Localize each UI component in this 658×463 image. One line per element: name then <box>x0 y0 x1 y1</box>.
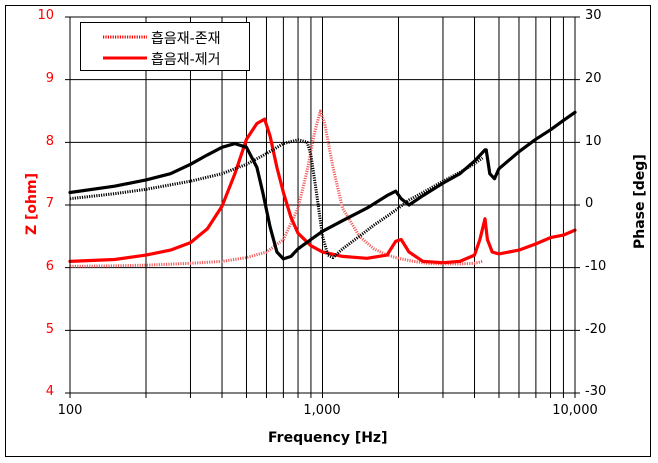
legend-item-removed: 흡음재-제거 <box>81 48 249 68</box>
series-line-2 <box>69 138 484 260</box>
y-left-tick: 5 <box>45 322 54 337</box>
legend-item-present: 흡음재-존재 <box>81 27 249 47</box>
series-lines <box>68 109 577 268</box>
x-tick: 100 <box>57 403 83 418</box>
y-right-tick: -20 <box>585 322 607 337</box>
plot-border <box>69 16 576 394</box>
x-tick: 10,000 <box>552 403 598 418</box>
y-left-tick: 6 <box>45 259 54 274</box>
y-right-tick: 10 <box>585 134 602 149</box>
x-tick: 1,000 <box>303 403 341 418</box>
y-left-tick: 4 <box>45 384 54 399</box>
y-right-tick: 20 <box>585 71 602 86</box>
series-line-1 <box>68 117 577 265</box>
y-right-tick: -10 <box>585 259 607 274</box>
legend-label: 흡음재-존재 <box>151 31 221 47</box>
legend: 흡음재-존재 흡음재-제거 <box>80 22 250 71</box>
legend-label: 흡음재-제거 <box>151 52 221 68</box>
gridlines <box>65 16 580 398</box>
y-left-tick: 9 <box>45 71 54 86</box>
chart-frame <box>5 5 651 457</box>
y-right-tick: -30 <box>585 384 607 399</box>
y-left-tick: 10 <box>37 8 54 23</box>
x-axis-title: Frequency [Hz] <box>268 430 388 446</box>
y-left-axis-title: Z [ohm] <box>24 173 40 235</box>
legend-swatch-solid <box>103 56 147 60</box>
y-right-tick: 0 <box>585 196 594 211</box>
y-right-axis-title: Phase [deg] <box>632 154 648 249</box>
y-left-tick: 8 <box>45 134 54 149</box>
legend-swatch-dotted <box>103 35 147 39</box>
y-right-tick: 30 <box>585 8 602 23</box>
series-line-3 <box>68 110 577 261</box>
y-left-tick: 7 <box>45 196 54 211</box>
series-line-0 <box>69 109 483 268</box>
